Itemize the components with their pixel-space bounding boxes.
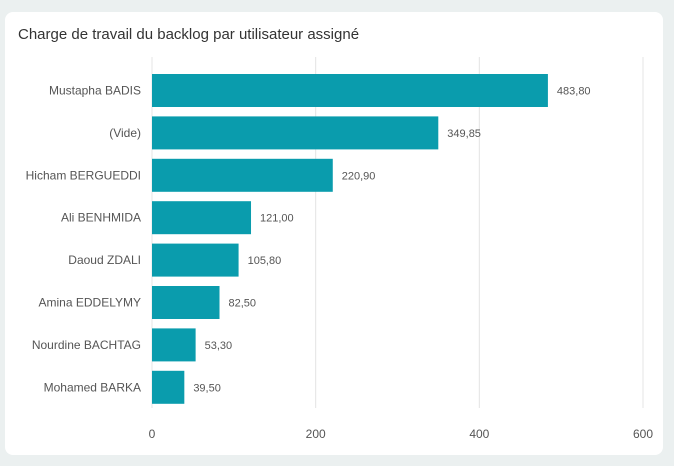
data-label: 53,30 — [205, 340, 233, 352]
bar — [152, 328, 196, 362]
category-label: Amina EDDELYMY — [39, 296, 141, 310]
x-tick-label: 600 — [633, 427, 653, 441]
data-label: 483,80 — [557, 86, 591, 98]
category-label: Nourdine BACHTAG — [32, 338, 141, 352]
category-label: (Vide) — [109, 126, 141, 140]
bar — [152, 74, 548, 107]
bar — [152, 158, 333, 192]
x-tick-label: 0 — [149, 427, 156, 441]
data-label: 39,50 — [193, 382, 221, 394]
category-label: Mustapha BADIS — [49, 84, 141, 98]
bar — [152, 201, 252, 235]
bar — [152, 286, 220, 319]
x-tick-label: 400 — [469, 427, 489, 441]
data-label: 220,90 — [342, 170, 376, 182]
bar — [152, 243, 239, 277]
data-label: 82,50 — [229, 298, 257, 310]
category-label: Hicham BERGUEDDI — [26, 168, 141, 182]
data-label: 105,80 — [248, 255, 282, 267]
chart-title: Charge de travail du backlog par utilisa… — [18, 26, 360, 43]
bar — [152, 370, 185, 404]
data-label: 121,00 — [260, 213, 294, 225]
category-label: Ali BENHMIDA — [61, 211, 141, 225]
x-tick-label: 200 — [306, 427, 326, 441]
bar — [152, 116, 439, 150]
category-label: Daoud ZDALI — [68, 253, 141, 267]
data-label: 349,85 — [447, 128, 481, 140]
category-label: Mohamed BARKA — [44, 380, 141, 394]
